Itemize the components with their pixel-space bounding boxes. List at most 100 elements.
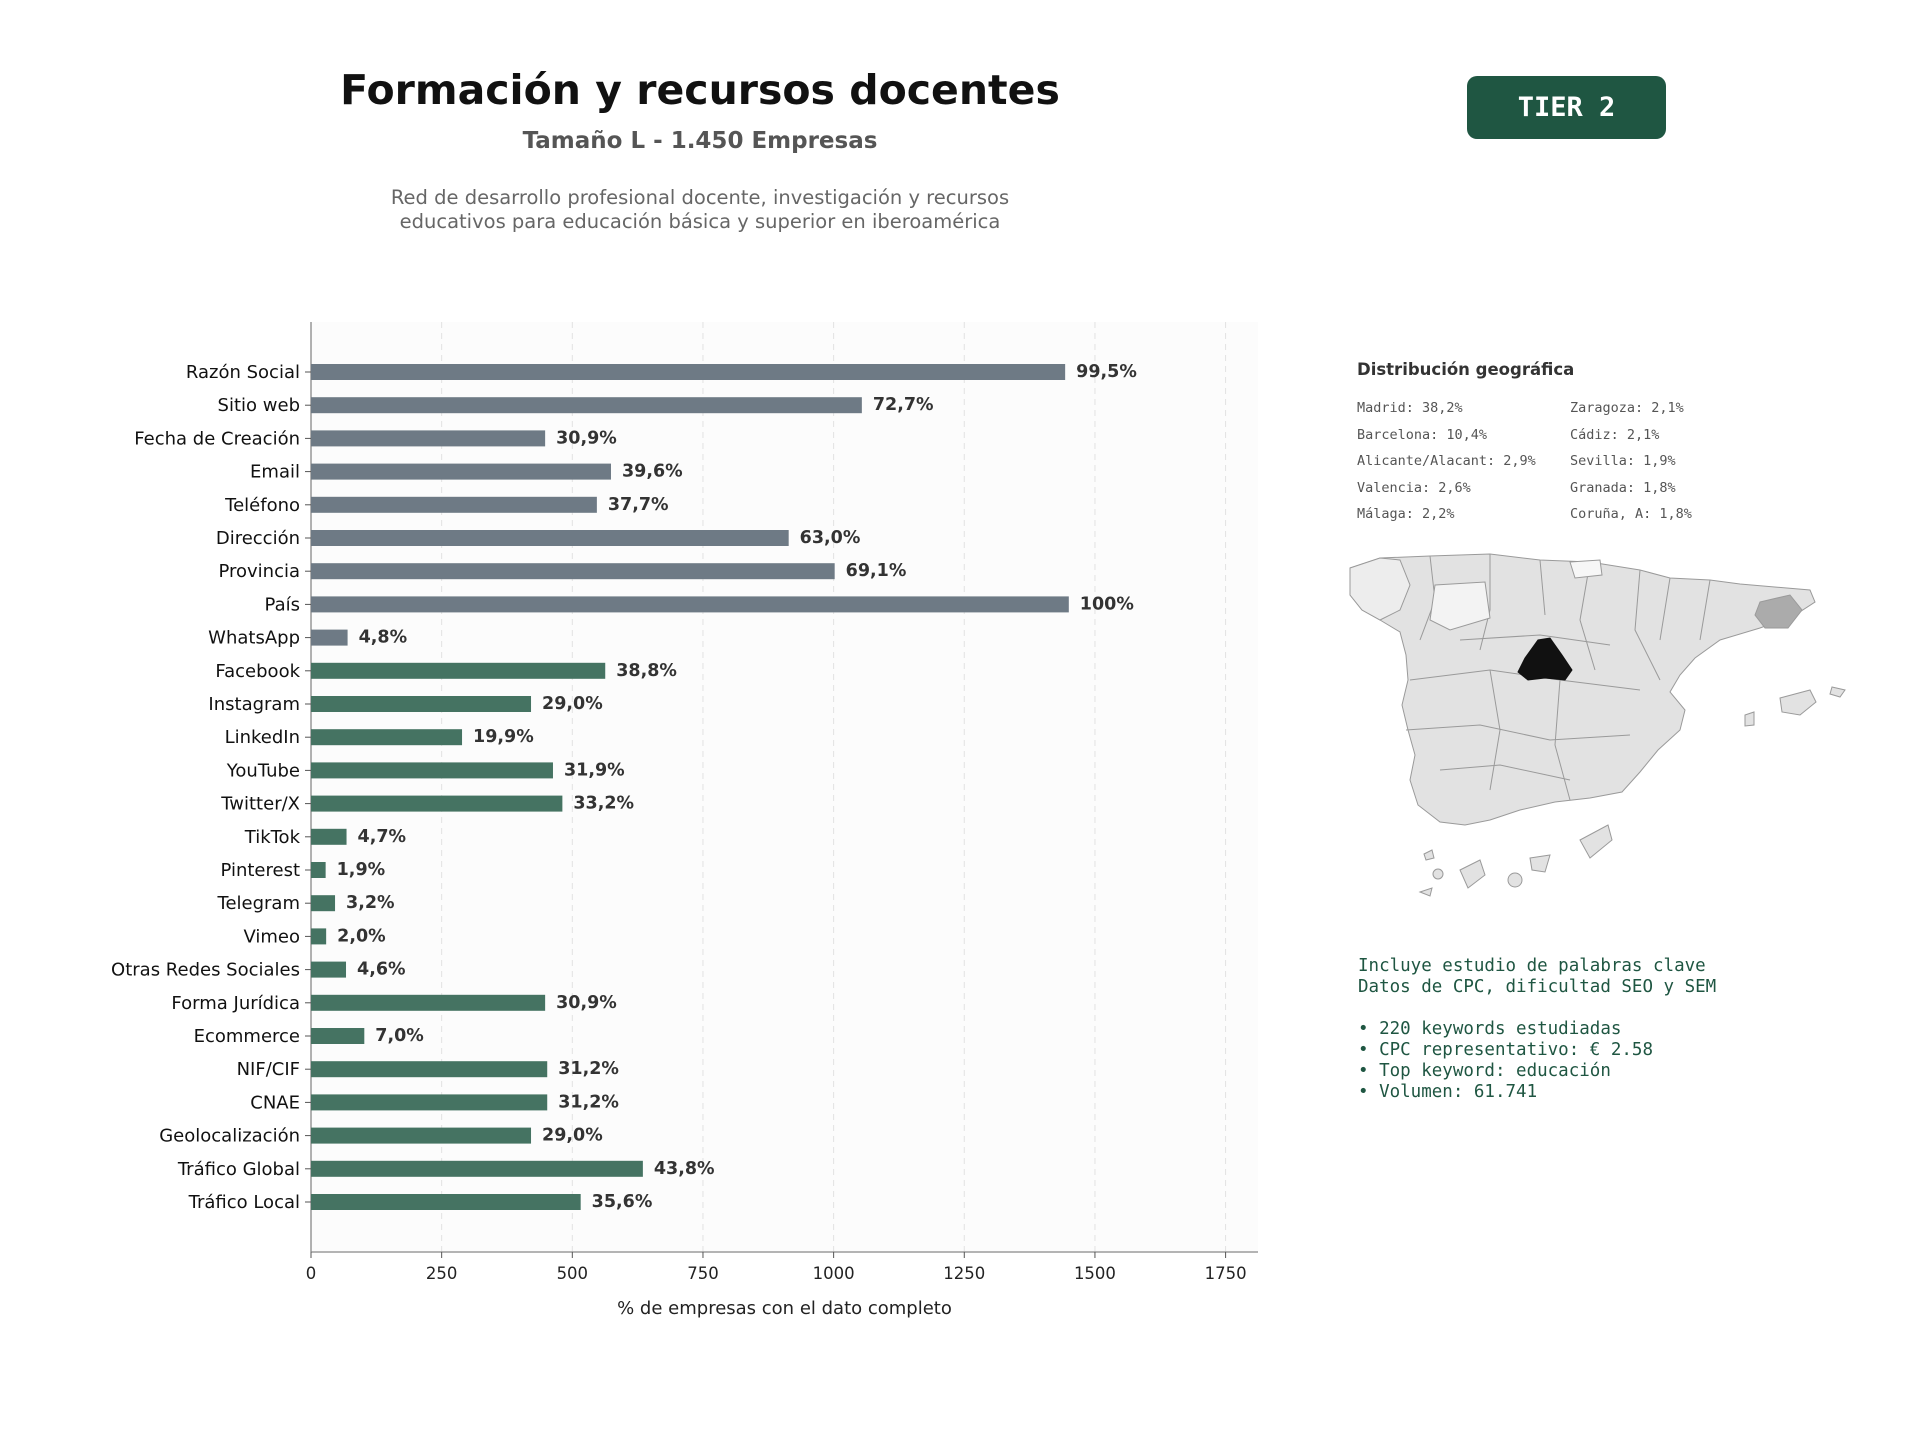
map-canary-5 [1507, 872, 1523, 888]
data-label: 69,1% [846, 561, 907, 581]
x-tick-label: 0 [306, 1264, 317, 1283]
x-tick-label: 1000 [813, 1264, 855, 1283]
category-label: Email [250, 462, 300, 483]
category-label: Instagram [208, 694, 300, 715]
category-label: Dirección [216, 528, 300, 549]
bar [311, 563, 835, 580]
info-line: • CPC representativo: € 2.58 [1358, 1040, 1654, 1060]
map-canary-2 [1529, 854, 1551, 873]
map-canary-4 [1432, 868, 1444, 880]
data-label: 33,2% [573, 794, 634, 814]
data-label: 19,9% [473, 727, 534, 747]
category-label: Tráfico Global [177, 1159, 300, 1180]
x-tick-label: 750 [687, 1264, 719, 1283]
geo-item: Madrid: 38,2% [1357, 400, 1463, 416]
page-description: Red de desarrollo profesional docente, i… [300, 186, 1100, 234]
category-label: TikTok [244, 827, 301, 848]
data-label: 3,2% [346, 893, 395, 913]
bar [311, 994, 546, 1011]
category-label: Vimeo [243, 926, 300, 947]
x-axis-label: % de empresas con el dato completo [617, 1298, 952, 1319]
category-label: Sitio web [218, 395, 300, 416]
geo-item: Valencia: 2,6% [1357, 479, 1471, 496]
category-label: CNAE [250, 1092, 300, 1113]
map-madrid [1517, 637, 1573, 681]
map-leon [1429, 581, 1491, 631]
data-label: 31,2% [558, 1059, 619, 1079]
bar [311, 1094, 548, 1111]
geo-item: Coruña, A: 1,8% [1570, 506, 1692, 522]
info-line [1358, 998, 1716, 1019]
bar [311, 696, 532, 712]
x-tick-label: 500 [557, 1264, 589, 1283]
data-label: 35,6% [592, 1192, 653, 1212]
info-line: • Volumen: 61.741 [1358, 1082, 1538, 1102]
description-line-2: educativos para educación básica y super… [399, 210, 1001, 233]
bar [311, 795, 563, 812]
category-label: Facebook [215, 661, 300, 682]
category-label: YouTube [226, 760, 300, 781]
info-line: • Top keyword: educación [1358, 1061, 1611, 1081]
map-canary-3 [1579, 824, 1613, 859]
data-label: 4,8% [359, 628, 408, 648]
bar [311, 928, 327, 945]
map-ibiza [1744, 711, 1755, 727]
info-line: • 220 keywords estudiadas [1358, 1019, 1622, 1039]
category-label: País [265, 594, 300, 615]
category-label: Fecha de Creación [134, 428, 300, 449]
bar [311, 530, 789, 546]
bar [311, 496, 597, 513]
bar [311, 961, 347, 978]
map-canary-7 [1423, 849, 1435, 861]
bar [311, 1127, 532, 1144]
data-label: 72,7% [873, 395, 934, 415]
data-label: 37,7% [608, 495, 669, 515]
data-label: 4,6% [357, 960, 406, 980]
category-label: WhatsApp [208, 628, 300, 649]
category-label: Twitter/X [220, 794, 300, 815]
data-label: 99,5% [1076, 362, 1137, 382]
category-label: Provincia [218, 561, 300, 582]
bar [311, 1028, 365, 1044]
x-tick-label: 1750 [1205, 1264, 1247, 1283]
category-label: Telegram [217, 893, 300, 914]
data-label: 4,7% [358, 827, 407, 847]
geo-item: Málaga: 2,2% [1357, 506, 1455, 522]
data-label: 43,8% [654, 1159, 715, 1179]
data-label: 63,0% [800, 528, 861, 548]
bar [311, 662, 606, 679]
data-label: 29,0% [542, 694, 603, 714]
geo-item: Sevilla: 1,9% [1570, 453, 1676, 469]
data-label: 38,8% [616, 661, 677, 681]
bar [311, 862, 326, 878]
geo-distribution-title: Distribución geográfica [1357, 360, 1575, 379]
category-label: Tráfico Local [188, 1192, 300, 1213]
category-label: Razón Social [186, 362, 300, 383]
x-tick-label: 250 [426, 1264, 458, 1283]
data-label: 29,0% [542, 1126, 603, 1146]
category-label: Otras Redes Sociales [111, 960, 300, 981]
category-label: Forma Jurídica [171, 993, 300, 1014]
data-label: 30,9% [556, 428, 617, 448]
page-title: Formación y recursos docentes [340, 66, 1060, 114]
bar [311, 762, 553, 779]
geo-item: Zaragoza: 2,1% [1570, 400, 1684, 416]
map-barcelona [1754, 594, 1803, 629]
plot-area [311, 322, 1258, 1252]
tier-badge: TIER 2 [1467, 76, 1666, 139]
map-mainland [1349, 553, 1816, 826]
info-line: Incluye estudio de palabras clave [1358, 956, 1706, 976]
bar [311, 729, 463, 746]
map-menorca [1829, 686, 1846, 698]
spain-map [1349, 553, 1846, 897]
geo-item: Barcelona: 10,4% [1357, 426, 1488, 443]
data-label: 7,0% [375, 1026, 424, 1046]
map-canary-6 [1418, 887, 1433, 897]
map-canary-1 [1459, 859, 1486, 889]
bar [311, 430, 546, 447]
data-label: 31,9% [564, 760, 625, 780]
description-line-1: Red de desarrollo profesional docente, i… [390, 186, 1010, 209]
data-label: 31,2% [558, 1092, 619, 1112]
geo-distribution-list: Madrid: 38,2% Zaragoza: 2,1% Barcelona: … [1357, 398, 1737, 525]
